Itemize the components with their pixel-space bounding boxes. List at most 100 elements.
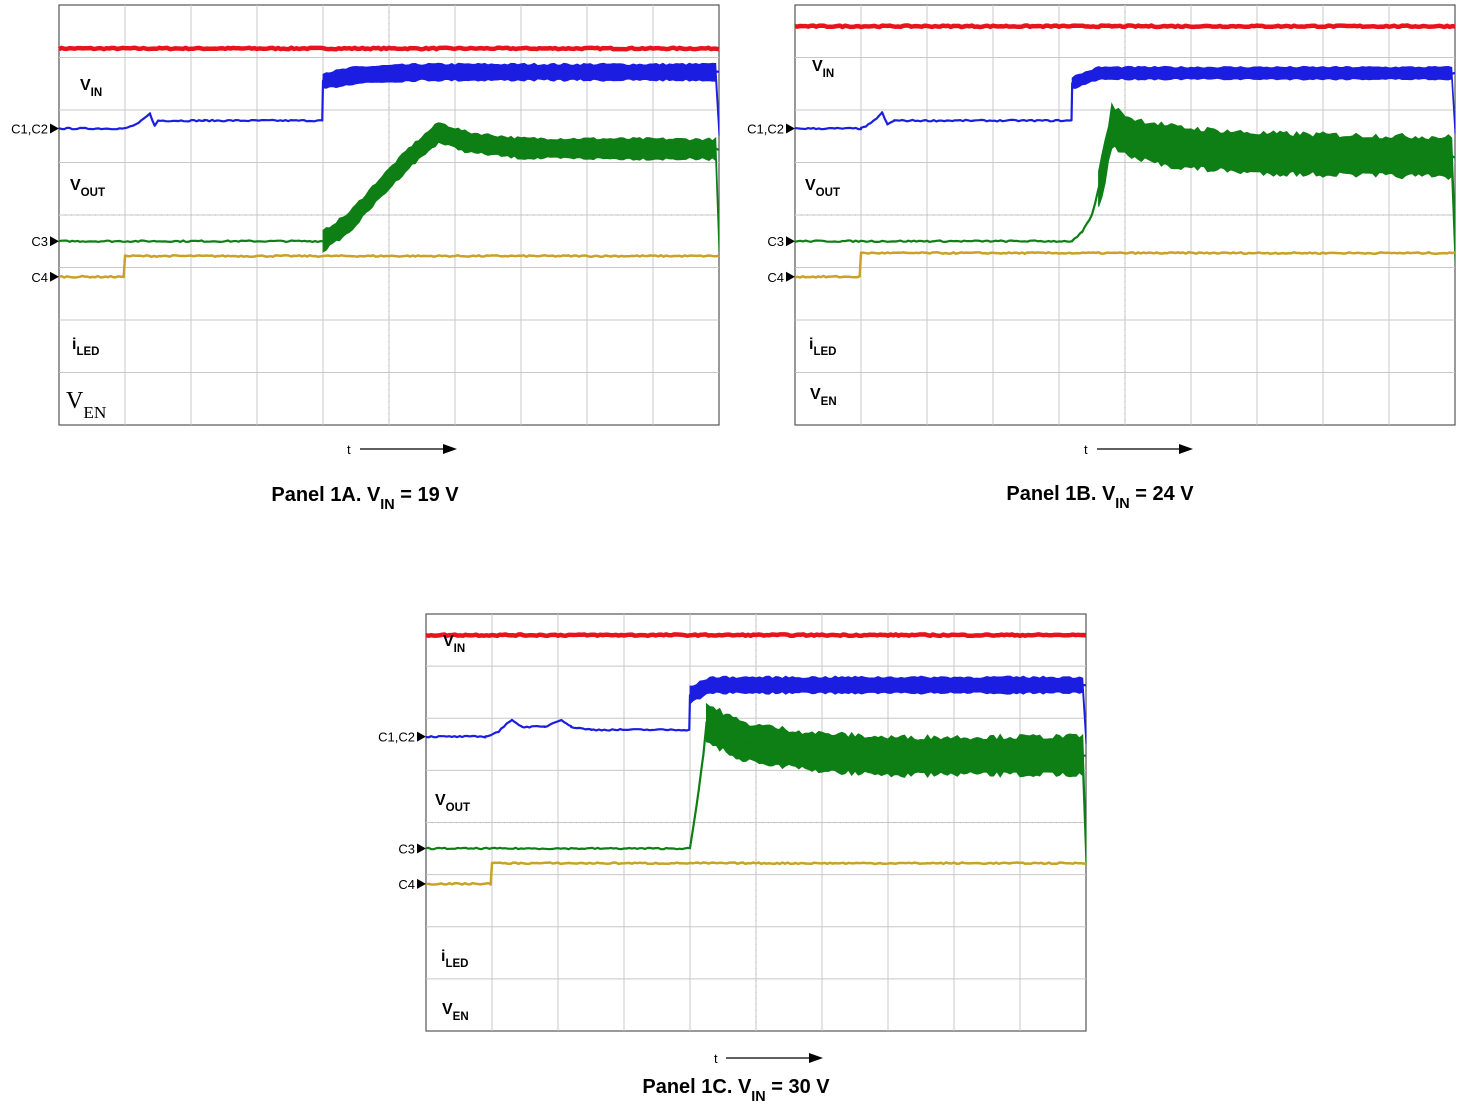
channel-label-c12: C1,C2 (747, 122, 784, 137)
panel-caption: Panel 1B. VIN = 24 V (1006, 483, 1194, 512)
trace-line-iled (425, 721, 1087, 851)
channel-label-c4: C4 (398, 877, 415, 892)
caption-prefix: Panel 1A. V (271, 484, 381, 506)
trace-ven (425, 861, 1087, 886)
trace-line-iled (794, 124, 1456, 243)
channel-marker-c12-icon (786, 123, 795, 134)
trace-vout (425, 675, 1087, 745)
time-axis-text: t (1084, 442, 1088, 457)
trace-label-iled: iLED (441, 948, 469, 970)
trace-line-vin (57, 45, 720, 52)
trace-vin (794, 23, 1456, 30)
label-sub: OUT (816, 187, 840, 199)
channel-marker-c4-icon (50, 271, 59, 282)
trace-line-iled (58, 131, 720, 243)
caption-sub: IN (1115, 496, 1129, 512)
label-sub: LED (813, 346, 836, 358)
label-sub: OUT (81, 187, 105, 199)
label-sub: LED (445, 958, 468, 970)
trace-line-ven (425, 861, 1087, 886)
caption-suffix: = 24 V (1130, 483, 1195, 505)
label-main: V (443, 633, 454, 650)
caption-sub: IN (380, 497, 394, 513)
trace-vout (58, 62, 720, 136)
channel-text: C4 (31, 270, 48, 285)
channel-text: C1,C2 (378, 730, 415, 745)
label-sub: EN (453, 1011, 469, 1023)
label-main: V (70, 177, 81, 194)
trace-iled (58, 122, 720, 253)
time-arrow-head-icon (809, 1053, 823, 1063)
trace-iled (425, 702, 1087, 866)
channel-marker-c12-icon (50, 123, 59, 134)
caption-prefix: Panel 1C. V (642, 1076, 752, 1098)
label-main: V (80, 77, 91, 94)
label-main: V (810, 386, 821, 403)
trace-line-vout (425, 683, 1087, 739)
trace-vin (425, 632, 1087, 639)
channel-marker-c4-icon (417, 878, 426, 889)
label-main: V (435, 792, 446, 809)
channel-label-c3: C3 (398, 842, 415, 857)
trace-label-ven: VEN (810, 386, 837, 408)
time-arrow-head-icon (1179, 444, 1193, 454)
trace-label-ven: VEN (66, 388, 107, 422)
label-main: V (805, 177, 816, 194)
channel-label-c3: C3 (767, 234, 784, 249)
trace-label-vin: VIN (443, 633, 465, 655)
channel-text: C3 (398, 842, 415, 857)
time-axis-text: t (714, 1051, 718, 1066)
trace-line-vin (425, 632, 1087, 639)
trace-vout (794, 65, 1456, 134)
panel-caption: Panel 1C. VIN = 30 V (642, 1076, 830, 1105)
label-main: V (812, 58, 823, 75)
caption-suffix: = 19 V (395, 484, 460, 506)
time-arrow-head-icon (443, 444, 457, 454)
panel-caption: Panel 1A. VIN = 19 V (271, 484, 459, 513)
label-main: i (72, 336, 76, 353)
trace-line-ven (794, 251, 1456, 279)
time-axis-label: t (714, 1051, 718, 1066)
time-axis-label: t (1084, 442, 1088, 457)
trace-line-vin (794, 23, 1456, 30)
trace-line-vout (794, 71, 1456, 131)
trace-label-vout: VOUT (70, 177, 105, 199)
channel-marker-c12-icon (417, 731, 426, 742)
label-main: V (442, 1001, 453, 1018)
channel-marker-c3-icon (417, 843, 426, 854)
time-axis-text: t (347, 442, 351, 457)
channel-marker-c4-icon (786, 271, 795, 282)
label-main: i (441, 948, 445, 965)
trace-ven (58, 254, 720, 279)
time-axis-label: t (347, 442, 351, 457)
trace-band-iled (706, 702, 1087, 866)
trace-label-iled: iLED (72, 336, 100, 358)
channel-text: C1,C2 (747, 122, 784, 137)
trace-iled (794, 102, 1456, 262)
channel-label-c12: C1,C2 (378, 730, 415, 745)
trace-label-vin: VIN (812, 58, 834, 80)
label-sub: LED (76, 346, 99, 358)
trace-label-iled: iLED (809, 336, 837, 358)
channel-label-c12: C1,C2 (11, 122, 48, 137)
trace-band-iled (322, 122, 720, 253)
label-main: V (66, 388, 84, 414)
label-main: i (809, 336, 813, 353)
caption-suffix: = 30 V (766, 1076, 831, 1098)
trace-band-iled (1098, 102, 1456, 262)
trace-line-ven (58, 254, 720, 279)
channel-text: C4 (767, 270, 784, 285)
channel-label-c4: C4 (31, 270, 48, 285)
trace-vin (57, 45, 720, 52)
trace-label-vout: VOUT (805, 177, 840, 199)
trace-band-vout (322, 62, 720, 136)
channel-text: C1,C2 (11, 122, 48, 137)
channel-text: C3 (31, 234, 48, 249)
label-sub: IN (454, 643, 466, 655)
trace-line-vout (58, 70, 720, 131)
channel-marker-c3-icon (786, 236, 795, 247)
label-sub: IN (91, 87, 103, 99)
